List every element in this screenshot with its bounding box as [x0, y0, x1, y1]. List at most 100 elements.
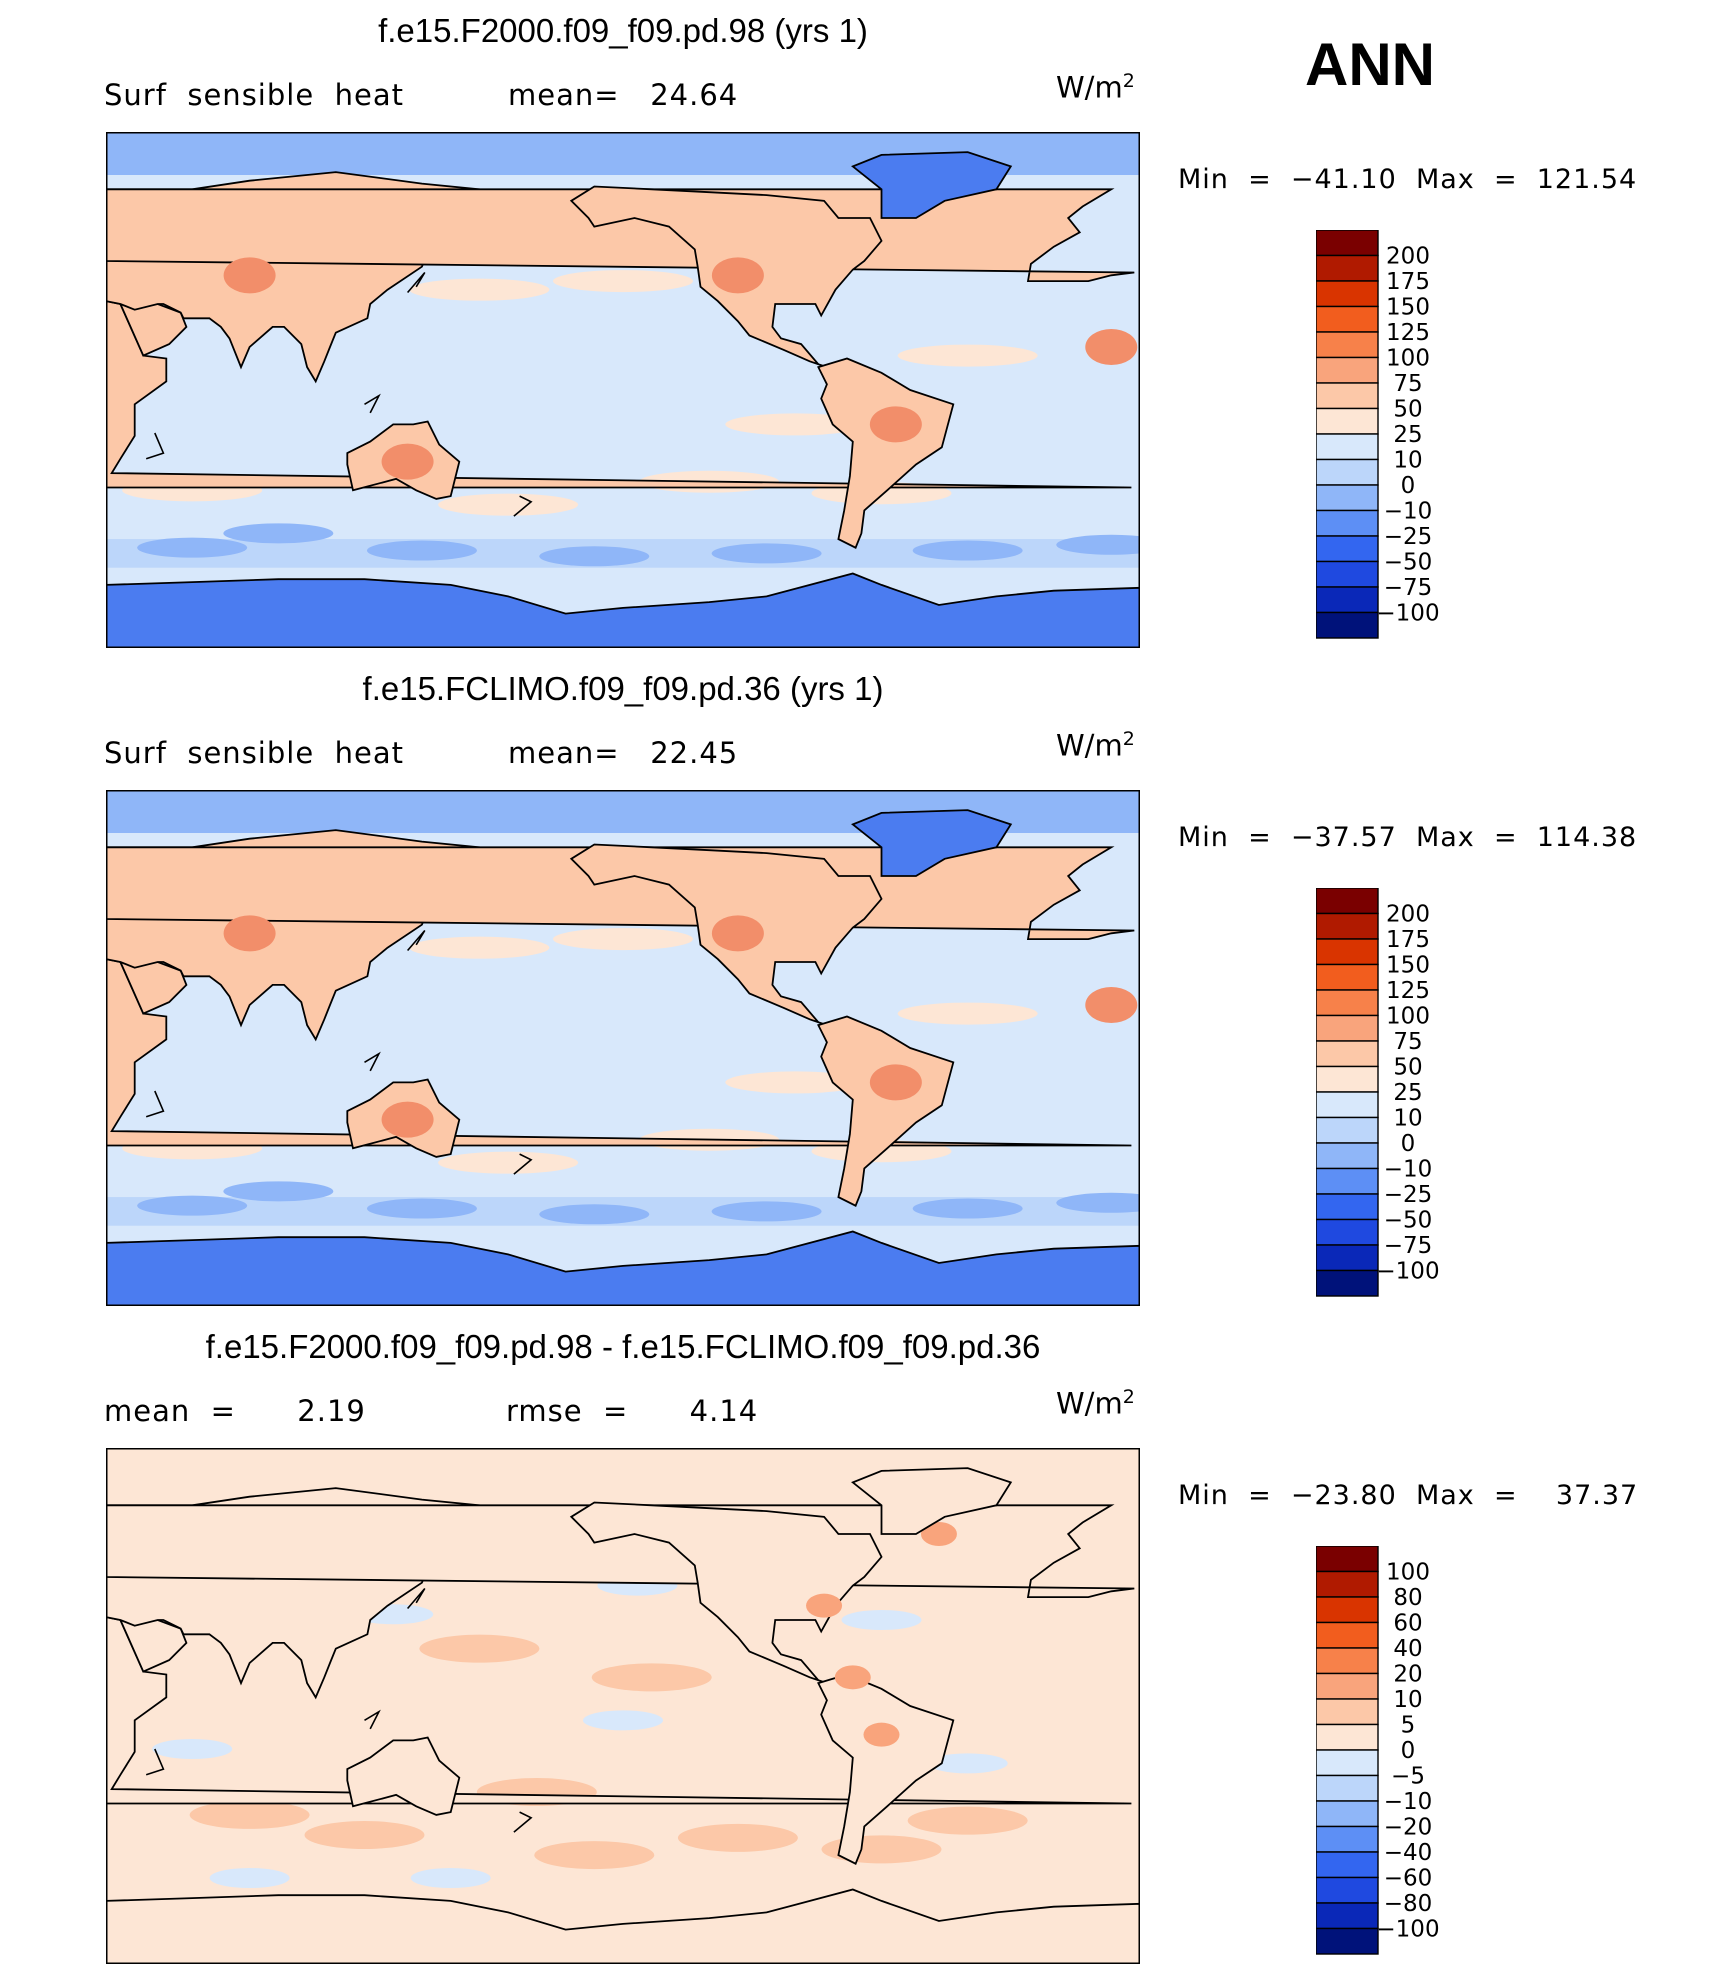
cold-patch [1056, 1192, 1140, 1213]
panel-1-units: W/m2 [1056, 70, 1135, 105]
cold-patch [137, 537, 248, 558]
colorbar-box [1316, 1244, 1379, 1272]
colorbar-box [1316, 535, 1379, 563]
cold-patch [539, 1204, 650, 1225]
colorbar-label: 0 [1401, 1738, 1416, 1764]
diff-positive-patch [677, 1823, 798, 1852]
colorbar-box [1316, 331, 1379, 359]
colorbar-label: −80 [1384, 1891, 1433, 1917]
colorbar-box [1316, 1014, 1379, 1042]
antarctica [106, 1230, 1140, 1306]
colorbar-label: 100 [1386, 1004, 1430, 1030]
map-frame [106, 132, 1140, 648]
colorbar-label: 5 [1401, 1713, 1416, 1739]
colorbar-label: 50 [1393, 1055, 1422, 1081]
warm-patch [553, 270, 693, 293]
colorbar-label: −10 [1384, 1789, 1433, 1815]
colorbar-box [1316, 1193, 1379, 1221]
diff-positive-patch [304, 1821, 425, 1849]
diff-positive-patch [907, 1806, 1028, 1835]
colorbar-box [1316, 1774, 1379, 1802]
panel-2-units: W/m2 [1056, 728, 1135, 763]
cold-patch [912, 540, 1023, 561]
colorbar-box [1316, 356, 1379, 384]
hot-land-patch [1085, 329, 1138, 365]
antarctica [106, 572, 1140, 648]
hot-land-patch [223, 257, 276, 294]
colorbar-box [1316, 1116, 1379, 1144]
diff-positive-patch [534, 1841, 655, 1870]
colorbar-label: 40 [1393, 1636, 1422, 1662]
colorbar-label: 20 [1393, 1662, 1422, 1688]
warm-patch [438, 493, 579, 516]
island [406, 271, 426, 294]
colorbar-box [1316, 484, 1379, 512]
colorbar-label: −60 [1384, 1866, 1433, 1892]
colorbar-label: −75 [1384, 1233, 1433, 1259]
continent-europe [106, 188, 1135, 283]
colorbar-label: 0 [1401, 473, 1416, 499]
colorbar-box [1316, 407, 1379, 435]
diff-positive-patch [189, 1800, 310, 1829]
colorbar-box [1316, 1040, 1379, 1068]
cold-patch [711, 1201, 822, 1222]
colorbar-label: −10 [1384, 499, 1433, 525]
island [364, 393, 381, 414]
panel-2-variable: Surf sensible heat [104, 736, 404, 770]
colorbar-label: 100 [1386, 1560, 1430, 1586]
colorbar-box [1316, 382, 1379, 410]
panel-3-units: W/m2 [1056, 1386, 1135, 1421]
colorbar-box [1316, 938, 1379, 966]
colorbar-box [1316, 1065, 1379, 1093]
map-frame [106, 1448, 1140, 1964]
colorbar-box [1316, 963, 1379, 991]
cold-patch [366, 540, 477, 561]
panel-1-minmax: Min = −41.10 Max = 121.54 [1178, 164, 1638, 195]
panel-3-title: f.e15.F2000.f09_f09.pd.98 - f.e15.FCLIMO… [205, 1328, 1041, 1365]
colorbar-box [1316, 1167, 1379, 1195]
colorbar-box [1316, 230, 1379, 257]
antarctica [106, 1888, 1140, 1964]
hot-land-patch [381, 1101, 434, 1138]
diff-negative-patch [410, 1868, 491, 1888]
hot-land-patch [869, 1064, 922, 1101]
panel-3-minmax: Min = −23.80 Max = 37.37 [1178, 1480, 1639, 1511]
cold-patch [137, 1195, 248, 1216]
continent-samerica [817, 1015, 955, 1207]
continent-europe [106, 846, 1135, 941]
colorbar-box [1316, 1546, 1379, 1573]
diff-land-patch [834, 1665, 871, 1690]
island [364, 1051, 381, 1072]
colorbar-label: 10 [1393, 1687, 1422, 1713]
colorbar-box [1316, 1269, 1379, 1297]
colorbar-label: −10 [1384, 1157, 1433, 1183]
colorbar-box [1316, 305, 1379, 333]
colorbar-box [1316, 1570, 1379, 1598]
season-label: ANN [1305, 31, 1435, 98]
colorbar-box [1316, 1851, 1379, 1879]
cold-patch [223, 1181, 334, 1202]
island [513, 495, 533, 517]
colorbar-label: −100 [1376, 601, 1439, 627]
diff-positive-patch [419, 1634, 540, 1663]
colorbar-box [1316, 1927, 1379, 1955]
warm-patch [409, 936, 550, 959]
warm-patch [438, 1151, 579, 1174]
hot-land-patch [869, 406, 922, 443]
colorbar-label: −25 [1384, 1182, 1433, 1208]
colorbar-box [1316, 1672, 1379, 1700]
island [513, 1153, 533, 1175]
colorbar-box [1316, 280, 1379, 308]
diff-negative-patch [152, 1739, 233, 1759]
colorbar-box [1316, 989, 1379, 1017]
hot-land-patch [711, 257, 764, 294]
colorbar-label: 75 [1393, 1029, 1422, 1055]
panel-2-mean: mean= 22.45 [508, 736, 739, 770]
map-frame [106, 790, 1140, 1306]
colorbar-label: −40 [1384, 1840, 1433, 1866]
colorbar-label: 125 [1386, 320, 1430, 346]
colorbar-box [1316, 1218, 1379, 1246]
cold-patch [912, 1198, 1023, 1219]
